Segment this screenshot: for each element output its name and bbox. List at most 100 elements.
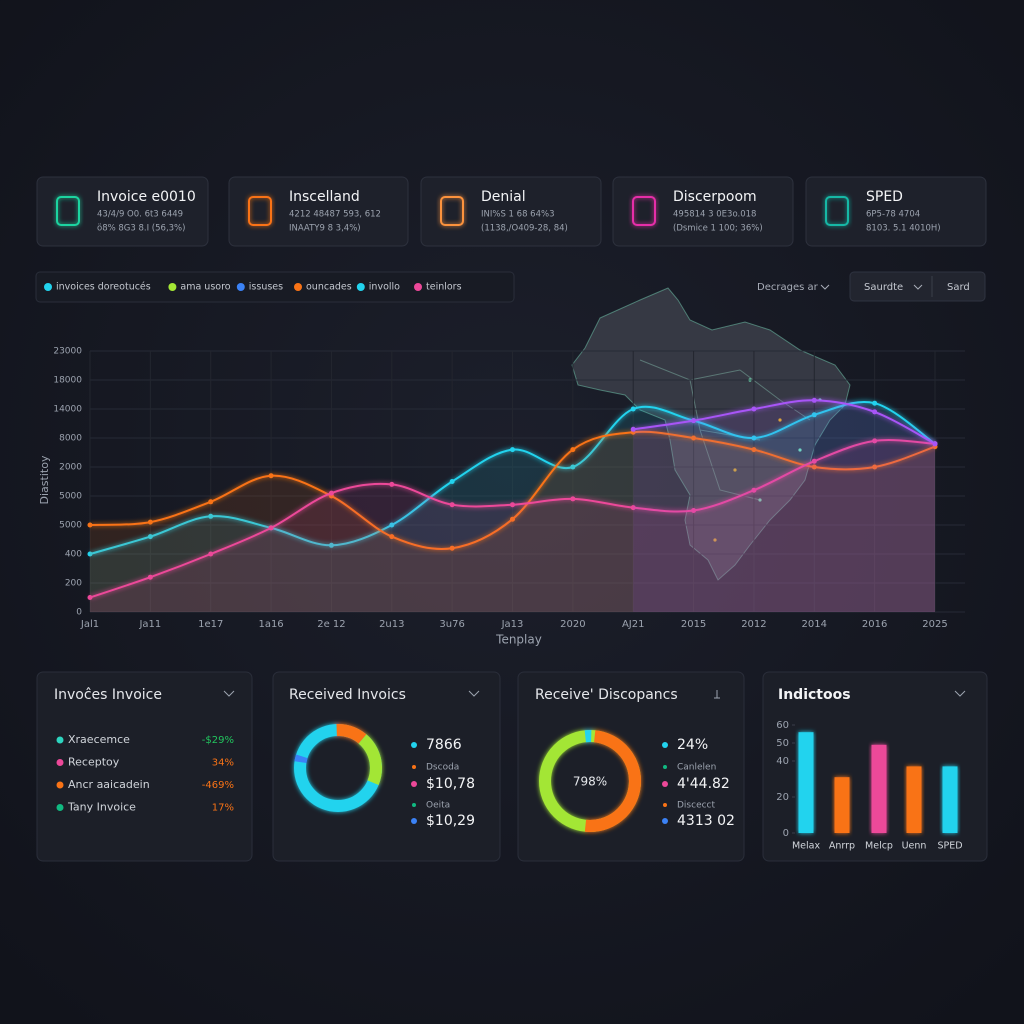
legend-dot xyxy=(412,765,416,769)
button[interactable]: Sard xyxy=(947,282,970,293)
legend-bar xyxy=(35,271,515,303)
panel-contents: Xraecemce -$29% Receptoy 34% Ancr aaicadein -… xyxy=(56,720,963,852)
series-point xyxy=(147,574,153,580)
kpi-line: 6P5-78 4704 xyxy=(866,210,920,220)
x-tick-label: 1e17 xyxy=(198,619,223,630)
x-tick-label: Melax xyxy=(792,841,821,852)
kpi-title: Denial xyxy=(481,189,526,205)
kpi-card xyxy=(612,176,794,247)
legend-dot xyxy=(663,803,667,807)
series-point xyxy=(268,525,274,531)
series-point xyxy=(811,464,817,470)
legend-label: ouncades xyxy=(306,282,352,293)
series-point xyxy=(872,400,878,406)
x-tick-label: SPED xyxy=(937,841,962,852)
legend-label: Canlelen xyxy=(677,763,716,773)
x-tick-label: 2e 12 xyxy=(317,619,345,630)
y-tick-label: 200 xyxy=(65,579,82,589)
series-line xyxy=(633,399,936,445)
chevron[interactable] xyxy=(223,690,235,697)
legend: invoices doreotucés ama usoro issuses ounca… xyxy=(44,282,462,293)
kpi-card xyxy=(36,176,209,247)
legend-dot xyxy=(294,283,302,291)
x-tick-label: 2014 xyxy=(802,619,827,630)
x-tick-label: Melcp xyxy=(865,841,893,852)
panel xyxy=(36,671,253,862)
y-tick-label: 18000 xyxy=(53,376,82,386)
kpi-title: Inscelland xyxy=(289,189,360,205)
donut-segment xyxy=(294,724,382,812)
kpi-line: (1138,/O409-28, 84) xyxy=(481,224,568,234)
x-tick-label: Anrrp xyxy=(829,841,855,852)
row-dot xyxy=(56,759,64,766)
kpi-icon xyxy=(248,196,272,226)
series-point xyxy=(811,458,817,464)
legend-dot xyxy=(44,283,52,291)
series-point xyxy=(872,464,878,470)
legend-dot xyxy=(662,742,668,748)
series-point xyxy=(389,481,395,487)
series-point xyxy=(630,505,636,511)
row-value: 17% xyxy=(212,803,234,814)
x-tick-label: Uenn xyxy=(902,841,927,852)
y-tick-label: 0 xyxy=(783,828,789,839)
dropdown[interactable]: Decrages ar xyxy=(757,282,819,293)
x-tick-label: Jal1 xyxy=(80,619,99,630)
series-point xyxy=(691,418,697,424)
legend-dot xyxy=(356,283,365,291)
x-tick-label: 2020 xyxy=(560,619,585,630)
series-area xyxy=(633,400,935,612)
series-point xyxy=(811,397,817,403)
legend-label: 4313 02 xyxy=(677,813,735,829)
x-tick-label: 1a16 xyxy=(258,619,283,630)
legend-dot xyxy=(411,781,417,787)
main-chart: 0 200 400 5000 5000 2000 8000 14000 18000 23000 Ja… xyxy=(53,347,965,630)
series-point xyxy=(208,513,214,519)
kpi-line: 4212 48487 593, 612 xyxy=(289,210,381,220)
kpi-line: (Dsmice 1 100; 36%) xyxy=(673,224,763,234)
chevron[interactable] xyxy=(468,690,480,697)
series-point xyxy=(147,519,153,525)
series-point xyxy=(570,447,576,453)
series-point xyxy=(449,479,455,484)
series-point xyxy=(751,487,757,493)
legend-dot xyxy=(411,742,417,748)
x-axis-title: Tenplay xyxy=(495,633,542,647)
chevron[interactable] xyxy=(954,690,966,697)
kpi-card xyxy=(228,176,409,247)
map-dot xyxy=(798,448,802,452)
donut-center: 798% xyxy=(573,775,607,789)
bar xyxy=(798,732,814,833)
legend-dot xyxy=(411,818,417,824)
series-point xyxy=(328,490,334,496)
row-value: -$29% xyxy=(202,735,234,746)
x-tick-label: Ja13 xyxy=(501,619,524,630)
series-point xyxy=(87,595,93,600)
legend-dot xyxy=(168,283,177,291)
series-point xyxy=(751,406,757,412)
panel-title: Invoĉes Invoice xyxy=(54,687,162,703)
series-area xyxy=(90,431,935,612)
kpi-line: INI%S 1 68 64%3 xyxy=(481,210,554,220)
map-dot xyxy=(713,538,717,542)
legend-label: 24% xyxy=(677,737,708,753)
legend-label: teinlors xyxy=(426,282,462,293)
kpi-card xyxy=(805,176,987,247)
kpi-icon xyxy=(56,196,80,226)
donut-segment xyxy=(539,730,641,832)
button[interactable]: Saurdte xyxy=(864,282,903,293)
kpi-cards: Invoice e0010 43/4/9 O0. 6t3 6449 ö8% 8G3 … xyxy=(36,176,987,247)
icon[interactable] xyxy=(714,690,720,699)
bar xyxy=(871,744,887,833)
series-point xyxy=(811,412,817,418)
series-point xyxy=(570,496,576,502)
series-point xyxy=(147,534,153,540)
kpi-line: 8103. 5.1 4010H) xyxy=(866,224,941,234)
kpi-title: SPED xyxy=(866,189,903,205)
x-tick-label: Ja11 xyxy=(138,619,161,630)
button-group xyxy=(849,271,986,302)
series-point xyxy=(691,508,697,513)
series-point xyxy=(630,426,636,432)
series-point xyxy=(751,447,757,453)
